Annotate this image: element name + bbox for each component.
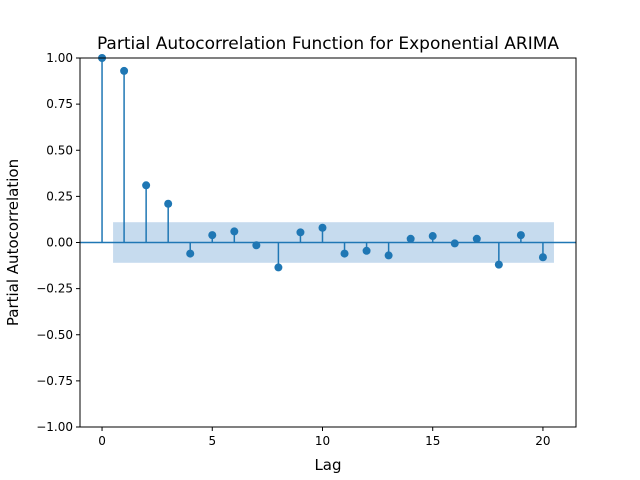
stem-marker <box>384 251 393 260</box>
stem-marker <box>340 249 349 258</box>
stem-marker <box>318 223 327 232</box>
stem-marker <box>428 232 437 241</box>
y-tick-label: 1.00 <box>46 51 73 65</box>
x-tick-label: 5 <box>208 434 216 448</box>
stem-marker <box>252 241 261 250</box>
chart-title: Partial Autocorrelation Function for Exp… <box>97 34 559 54</box>
stem-marker <box>142 181 151 190</box>
y-tick-label: −1.00 <box>36 420 73 434</box>
y-tick-label: −0.25 <box>36 282 73 296</box>
x-tick-label: 10 <box>315 434 330 448</box>
x-axis-ticks: 0 5 10 15 20 <box>98 427 551 448</box>
stem-marker <box>120 66 129 75</box>
stem-marker <box>274 263 283 272</box>
y-tick-label: 0.50 <box>46 143 73 157</box>
x-tick-label: 0 <box>98 434 106 448</box>
y-tick-label: −0.50 <box>36 328 73 342</box>
stem-marker <box>296 228 305 237</box>
stem-marker <box>186 249 195 258</box>
stem-marker <box>164 199 173 208</box>
y-axis-label: Partial Autocorrelation <box>4 159 22 326</box>
stem-marker <box>450 239 459 248</box>
stem-marker <box>472 234 481 243</box>
stem-marker <box>406 234 415 243</box>
stem-marker <box>208 231 217 240</box>
y-tick-label: 0.75 <box>46 97 73 111</box>
stem-marker <box>494 260 503 269</box>
stem-marker <box>538 253 547 262</box>
y-axis-ticks: 1.00 0.75 0.50 0.25 0.00 −0.25 −0.50 −0.75 −1.00 <box>36 51 80 434</box>
stem-marker <box>516 231 525 240</box>
x-tick-label: 20 <box>535 434 550 448</box>
x-axis-label: Lag <box>314 456 341 474</box>
y-tick-label: 0.25 <box>46 189 73 203</box>
x-tick-label: 15 <box>425 434 440 448</box>
plot-area <box>80 54 576 272</box>
stem-marker <box>362 246 371 255</box>
y-tick-label: −0.75 <box>36 374 73 388</box>
y-tick-label: 0.00 <box>46 236 73 250</box>
stem-marker <box>230 227 239 236</box>
